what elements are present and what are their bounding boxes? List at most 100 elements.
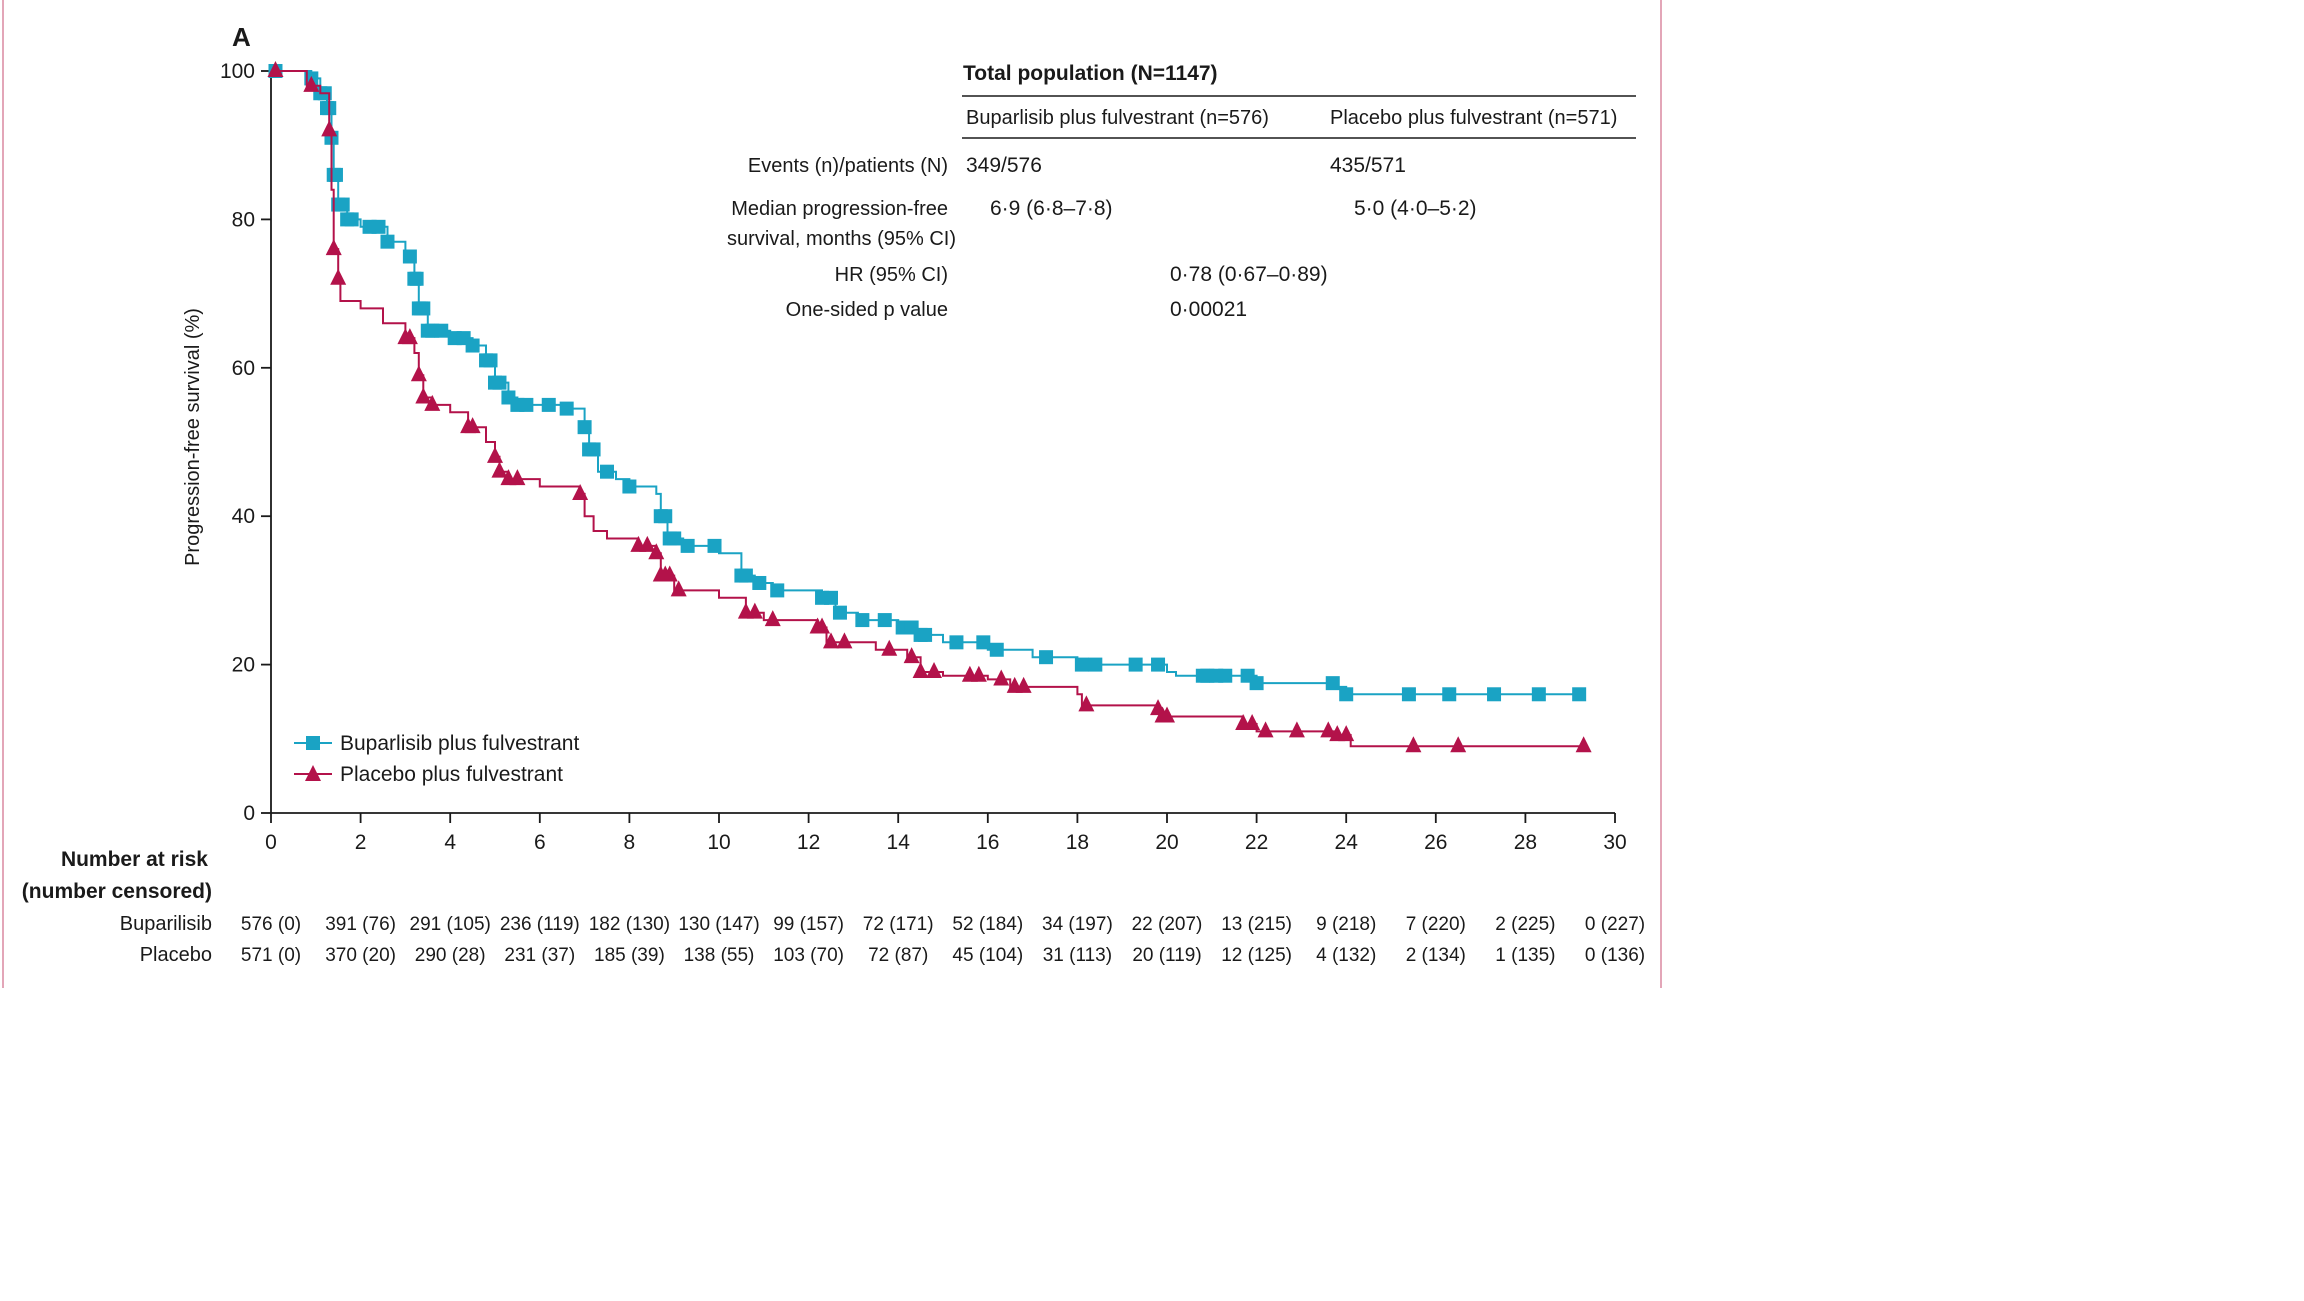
y-tick-label: 0 (243, 802, 255, 825)
risk-value-placebo: 45 (104) (952, 945, 1023, 966)
risk-value-buparlisib: 72 (171) (863, 914, 934, 935)
x-tick-label: 10 (707, 831, 730, 854)
censor-mark-placebo (424, 394, 441, 411)
x-tick-label: 28 (1514, 831, 1537, 854)
censor-mark-placebo (303, 75, 320, 92)
risk-value-placebo: 72 (87) (868, 945, 928, 966)
censor-mark-placebo (1405, 736, 1422, 753)
censor-mark-placebo (814, 617, 831, 634)
risk-value-buparlisib: 2 (225) (1495, 914, 1555, 935)
censor-mark-placebo (401, 328, 418, 345)
censor-mark-placebo (321, 120, 338, 137)
censor-mark-buparlisib (416, 301, 431, 316)
censor-mark-buparlisib (1151, 657, 1166, 672)
risk-value-placebo: 20 (119) (1132, 945, 1201, 966)
table-col-placebo: Placebo plus fulvestrant (n=571) (1330, 107, 1617, 129)
risk-value-buparlisib: 99 (157) (773, 914, 844, 935)
censor-mark-buparlisib (1249, 676, 1264, 691)
table-title: Total population (N=1147) (963, 62, 1218, 85)
censor-mark-buparlisib (380, 234, 395, 249)
risk-value-placebo: 31 (113) (1043, 945, 1112, 966)
censor-mark-placebo (1159, 706, 1175, 723)
x-tick-label: 0 (265, 831, 277, 854)
x-tick-label: 14 (887, 831, 911, 854)
censor-mark-buparlisib (600, 464, 614, 479)
row-events-bup: 349/576 (966, 154, 1042, 177)
risk-value-buparlisib: 576 (0) (241, 914, 301, 935)
risk-values: 576 (0) 391 (76) 291 (105) 236 (119) 182 (13… (241, 914, 1645, 966)
curve-placebo (271, 70, 1584, 748)
censor-mark-placebo (1288, 721, 1305, 738)
frame-border-left (2, 0, 4, 988)
y-tick-label: 60 (232, 357, 255, 380)
risk-value-placebo: 0 (136) (1585, 945, 1645, 966)
x-tick-label: 2 (355, 831, 367, 854)
risk-heading-1: Number at risk (61, 848, 208, 871)
censor-mark-placebo (970, 665, 987, 682)
censor-mark-buparlisib (832, 605, 847, 620)
censor-mark-placebo (993, 669, 1010, 686)
censor-mark-placebo (823, 632, 839, 649)
censor-mark-buparlisib (1487, 687, 1502, 702)
censor-mark-buparlisib (752, 575, 767, 590)
censor-mark-buparlisib (519, 397, 534, 412)
censor-mark-buparlisib (1339, 687, 1354, 702)
row-median-label-2: survival, months (95% CI) (727, 228, 956, 250)
censor-mark-buparlisib (344, 212, 359, 227)
censor-mark-placebo (509, 469, 526, 486)
row-events-pla: 435/571 (1330, 154, 1406, 177)
censor-mark-buparlisib (1218, 668, 1233, 683)
risk-value-buparlisib: 291 (105) (410, 914, 491, 935)
x-tick-label: 20 (1155, 831, 1178, 854)
risk-value-placebo: 1 (135) (1495, 945, 1555, 966)
x-tick-label: 22 (1245, 831, 1268, 854)
censor-mark-placebo (639, 535, 656, 552)
y-tick-label: 80 (232, 208, 255, 231)
censor-mark-placebo (487, 446, 503, 463)
risk-value-buparlisib: 7 (220) (1406, 914, 1466, 935)
y-tick-label: 40 (232, 505, 255, 528)
censor-mark-placebo (746, 602, 763, 619)
legend-label-placebo: Placebo plus fulvestrant (340, 763, 563, 786)
censor-mark-buparlisib (402, 249, 417, 264)
risk-value-buparlisib: 391 (76) (325, 914, 396, 935)
censor-mark-placebo (1257, 721, 1274, 738)
x-tick-label: 8 (624, 831, 636, 854)
censor-mark-placebo (491, 461, 508, 478)
risk-value-placebo: 370 (20) (325, 945, 396, 966)
risk-value-buparlisib: 236 (119) (500, 914, 580, 935)
censor-mark-placebo (661, 565, 678, 582)
survival-curves (267, 61, 1592, 753)
censor-mark-placebo (764, 610, 781, 627)
censor-mark-placebo (1015, 676, 1032, 693)
risk-value-placebo: 231 (37) (504, 945, 575, 966)
censor-mark-placebo (572, 483, 589, 500)
row-p-value: 0·00021 (1170, 298, 1247, 321)
censor-mark-placebo (1320, 721, 1337, 738)
censor-mark-buparlisib (335, 197, 350, 212)
censor-mark-buparlisib (1572, 687, 1587, 702)
censor-mark-buparlisib (586, 442, 601, 457)
panel-label: A (232, 22, 251, 52)
censor-mark-placebo (410, 365, 427, 382)
censor-mark-placebo (903, 647, 920, 664)
legend-label-buparlisib: Buparlisib plus fulvestrant (340, 732, 579, 755)
legend: Buparlisib plus fulvestrant Placebo plus… (294, 732, 579, 786)
censor-mark-buparlisib (976, 635, 991, 650)
censor-mark-placebo (836, 632, 853, 649)
legend-marker-placebo (305, 765, 321, 781)
risk-value-placebo: 138 (55) (684, 945, 755, 966)
censor-mark-buparlisib (707, 538, 722, 553)
risk-value-placebo: 571 (0) (241, 945, 301, 966)
risk-value-placebo: 290 (28) (415, 945, 486, 966)
legend-item-buparlisib: Buparlisib plus fulvestrant (294, 732, 579, 755)
row-events-label: Events (n)/patients (N) (748, 155, 948, 177)
y-tick-label: 20 (232, 654, 255, 677)
x-tick-label: 26 (1424, 831, 1447, 854)
censor-mark-placebo (912, 662, 929, 679)
risk-value-buparlisib: 34 (197) (1042, 914, 1113, 935)
censor-mark-buparlisib (409, 271, 424, 286)
censor-mark-buparlisib (989, 642, 1004, 657)
